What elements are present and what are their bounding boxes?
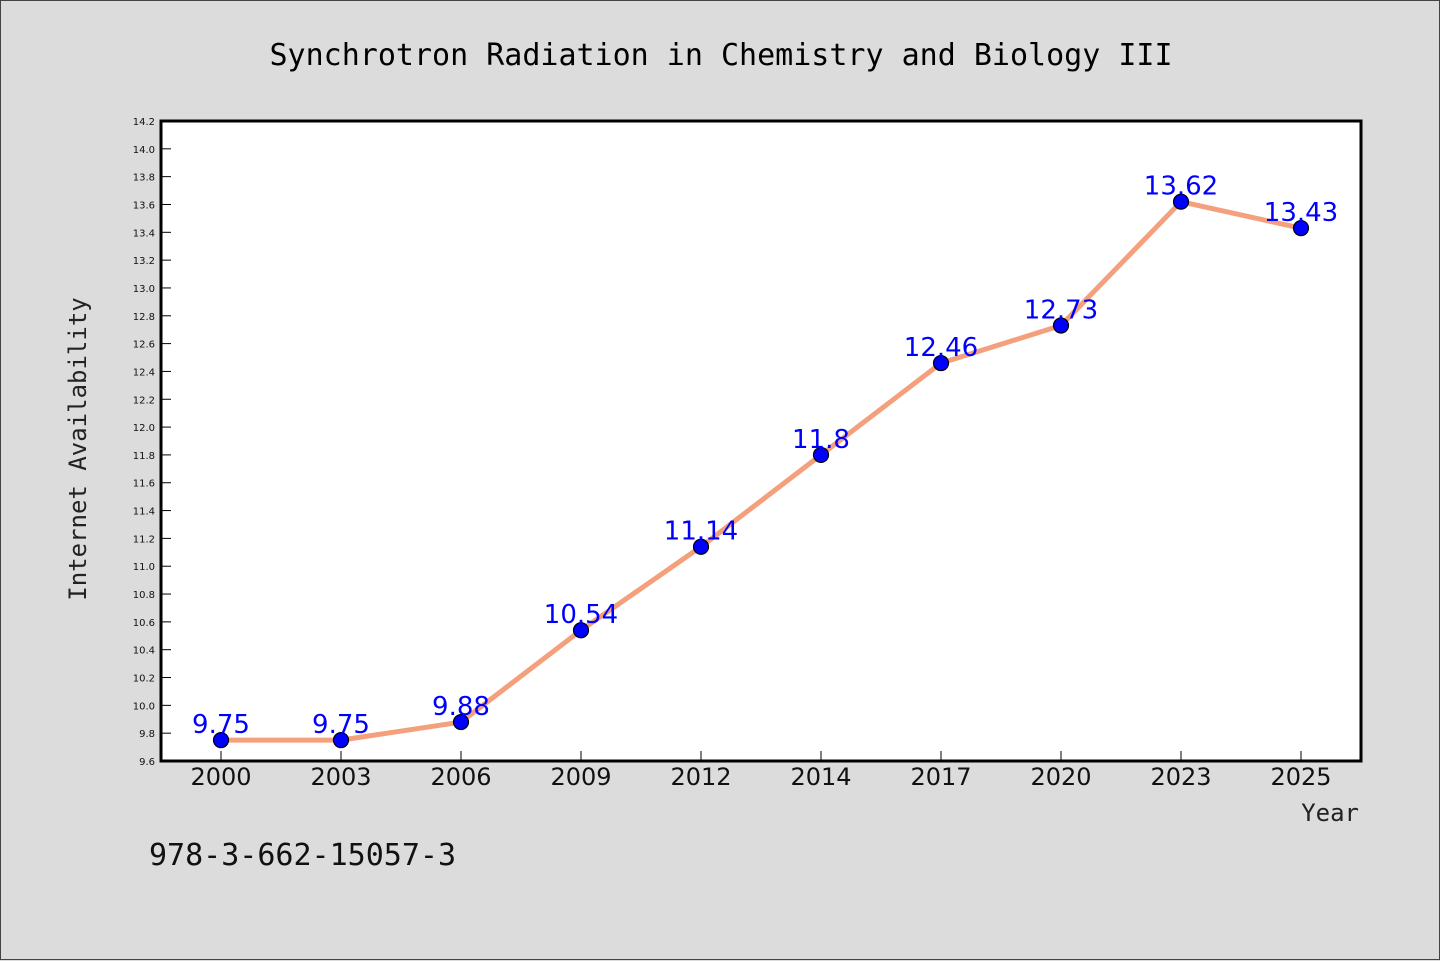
data-label: 11.8: [792, 425, 850, 455]
isbn-text: 978-3-662-15057-3: [149, 838, 456, 873]
x-tick-label: 2017: [910, 763, 971, 791]
data-point: [1172, 193, 1190, 210]
data-point: [212, 732, 230, 749]
data-label: 13.43: [1264, 198, 1338, 228]
data-label: 13.62: [1144, 172, 1218, 202]
x-tick-label: 2000: [190, 763, 251, 791]
data-label: 11.14: [664, 517, 738, 547]
x-tick-label: 2020: [1030, 763, 1091, 791]
y-tick-label: 13.2: [133, 256, 155, 267]
y-tick-label: 14.2: [133, 117, 155, 128]
y-tick-label: 12.2: [133, 395, 155, 406]
y-tick-label: 10.0: [133, 701, 155, 712]
y-tick-label: 9.6: [139, 757, 155, 768]
y-tick-label: 13.0: [133, 284, 155, 295]
data-label: 12.46: [904, 333, 978, 363]
y-tick-label: 10.4: [133, 646, 155, 657]
x-axis-label: Year: [1301, 799, 1359, 827]
y-tick-label: 12.4: [133, 367, 155, 378]
x-axis-ticks: 2000 2003 2006 2009 2012 2014 2017 2020 2023 2025: [190, 751, 1332, 791]
y-axis-ticks: 9.6 9.8 10.0 10.2 10.4 10.6 10.8 11.0 11.2 11.4 11…: [133, 117, 171, 768]
y-tick-label: 13.8: [133, 173, 155, 184]
x-tick-label: 2009: [550, 763, 611, 791]
y-tick-label: 12.6: [133, 340, 155, 351]
data-label: 12.73: [1024, 296, 1098, 326]
y-tick-label: 11.0: [133, 562, 155, 573]
data-point: [572, 622, 590, 639]
y-tick-label: 11.6: [133, 479, 155, 490]
data-labels-group: 9.75 9.75 9.88 10.54 11.14 11.8 12.46 12.73 13.6…: [192, 172, 1338, 740]
data-point: [692, 538, 710, 555]
y-tick-label: 13.4: [133, 228, 155, 239]
y-tick-label: 12.0: [133, 423, 155, 434]
y-tick-label: 12.8: [133, 312, 155, 323]
data-point: [1292, 220, 1310, 237]
data-point: [1052, 317, 1070, 334]
data-point: [332, 732, 350, 749]
x-tick-label: 2003: [310, 763, 371, 791]
y-tick-label: 10.6: [133, 618, 155, 629]
chart-title: Synchrotron Radiation in Chemistry and B…: [269, 38, 1172, 73]
x-tick-label: 2023: [1150, 763, 1211, 791]
series-line: [221, 199, 1302, 743]
y-axis-label: Internet Availability: [64, 297, 92, 600]
data-point: [812, 446, 830, 464]
y-tick-label: 11.8: [133, 451, 155, 462]
series-group: [212, 193, 1310, 749]
y-tick-label: 11.2: [133, 534, 155, 545]
plot-area: [159, 119, 1363, 763]
y-tick-label: 13.6: [133, 200, 155, 211]
data-point: [452, 713, 470, 731]
data-point: [932, 354, 950, 372]
data-label: 10.54: [544, 600, 618, 630]
data-label: 9.88: [432, 692, 490, 722]
x-tick-label: 2006: [430, 763, 491, 791]
y-tick-label: 11.4: [133, 507, 155, 518]
x-tick-label: 2012: [670, 763, 731, 791]
y-tick-label: 9.8: [139, 729, 155, 740]
x-tick-label: 2025: [1270, 763, 1331, 791]
y-tick-label: 10.8: [133, 590, 155, 601]
x-tick-label: 2014: [790, 763, 851, 791]
y-tick-label: 10.2: [133, 674, 155, 685]
data-label: 9.75: [192, 710, 250, 740]
data-label: 9.75: [312, 710, 370, 740]
y-tick-label: 14.0: [133, 145, 155, 156]
